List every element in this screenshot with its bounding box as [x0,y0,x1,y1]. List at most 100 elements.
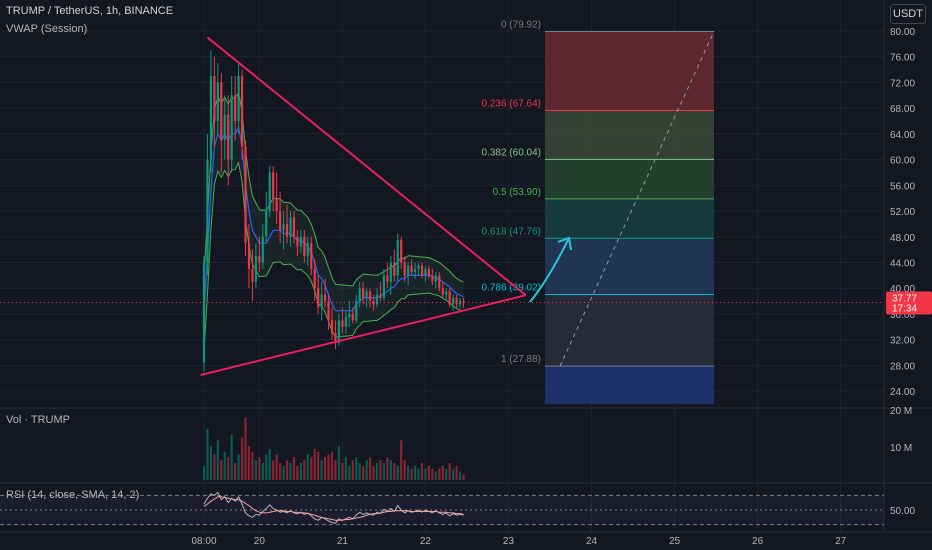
volume-bar [393,463,396,480]
candle-body [368,291,372,302]
volume-bar [458,471,462,480]
volume-bar [344,457,347,480]
price-tick-label: 32.00 [890,336,915,347]
volume-bar [448,463,451,480]
volume-bar [427,465,430,480]
volume-bar [285,460,289,480]
fibonacci-retracement[interactable]: 0 (79.92) 0.236 (67.64) 0.382 (60.04) 0.5 (… [482,20,715,404]
indicator-label[interactable]: VWAP (Session) [6,23,88,35]
candle-body [424,268,427,276]
symbol-title[interactable]: TRUMP / TetherUS, 1h, BINANCE [6,5,174,17]
candle-body [240,76,244,147]
volume-bars [202,417,465,480]
candle-body [227,114,230,160]
candle-body [275,198,278,212]
time-tick-label: 26 [752,536,764,547]
price-tick-label: 44.00 [890,258,915,269]
last-price-value: 37.77 [892,294,917,305]
price-tick-label: 64.00 [890,130,915,141]
candle-body [254,256,257,282]
volume-bar [396,465,399,480]
candle-body [237,76,240,122]
time-tick-label: 23 [503,536,515,547]
volume-bar [313,448,316,480]
price-tick-label: 80.00 [890,27,915,38]
candle-body [375,294,379,305]
volume-bar [296,465,299,480]
volume-bar [223,451,226,480]
volume-bar [244,417,247,480]
currency-button[interactable]: USDT [890,4,926,24]
rsi-pane-label[interactable]: RSI (14, close, SMA, 14, 2) [6,489,140,501]
volume-bar [258,457,261,480]
axes: 80.00 76.00 72.00 68.00 64.00 60.00 56.00 52.00… [0,27,932,547]
candle-body [431,275,434,282]
volume-bar [237,454,240,480]
volume-bar [389,460,392,480]
volume-bar [441,465,444,480]
volume-bar [403,460,406,480]
volume-bar [247,446,251,480]
candle-body [268,172,271,212]
volume-bar [292,457,296,480]
volume-pane-label[interactable]: Vol · TRUMP [6,414,70,426]
candle-body [344,317,347,327]
candle-body [372,301,375,305]
candle-body [417,265,420,269]
candle-body [413,268,417,273]
vwap-band-fill [204,92,464,353]
candle-body [299,236,302,247]
volume-bar [327,454,330,480]
candle-body [379,294,382,298]
candle-body [272,172,275,199]
volume-bar [382,463,386,480]
candle-body [327,301,330,321]
candle-body [292,217,296,237]
triangle-trend-line [200,294,527,376]
projection-arrow [529,239,569,303]
volume-bar [341,463,344,480]
vwap-bands [203,90,464,353]
vwap-upper-band [203,90,464,287]
candle-body [279,211,282,231]
candle-body [202,262,206,363]
candle-body [313,268,316,289]
time-tick-label: 24 [586,536,598,547]
volume-bar [227,457,230,480]
candle-body [213,76,216,122]
candle-body [244,146,247,244]
volume-bar [306,454,309,480]
candle-body [455,297,458,305]
volume-bar [413,465,417,480]
volume-bar [279,463,282,480]
volume-bar [265,454,268,480]
volume-bar [386,457,389,480]
volume-bar [317,451,320,480]
price-tick-label: 52.00 [890,207,915,218]
volume-bar [324,457,327,480]
candle-body [206,159,209,263]
candle-body [303,236,306,257]
price-tick-label: 68.00 [890,104,915,115]
candle-body [365,291,368,298]
fib-level-label: 0 (79.92) [501,20,541,31]
candle-body [334,333,337,343]
volume-bar [230,434,233,480]
volume-bar [407,465,410,480]
volume-bar [299,463,302,480]
trend-lines[interactable] [0,36,884,376]
price-tick-label: 56.00 [890,181,915,192]
price-tick-label: 48.00 [890,233,915,244]
volume-bar [320,460,323,480]
price-tick-label: 72.00 [890,78,915,89]
candle-body [341,320,344,327]
fib-level-label: 0.5 (53.90) [493,187,541,198]
fib-trend-line [559,31,715,367]
volume-bar [417,468,420,480]
vwap-lower-band [203,161,464,353]
candle-body [223,114,226,141]
volume-bar [209,446,213,480]
volume-bar [251,451,254,480]
volume-bar [310,457,313,480]
